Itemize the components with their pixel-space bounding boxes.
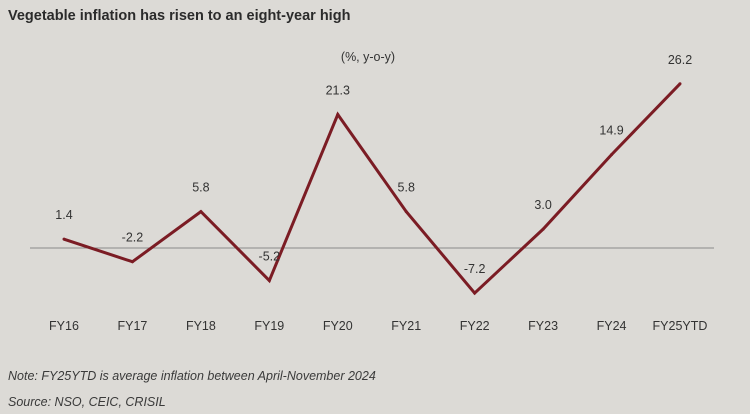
data-point <box>62 237 66 241</box>
x-tick-label: FY19 <box>254 319 284 333</box>
x-tick-label: FY24 <box>597 319 627 333</box>
x-tick-label: FY22 <box>460 319 490 333</box>
chart-title: Vegetable inflation has risen to an eigh… <box>8 8 351 24</box>
data-label: -5.2 <box>259 250 281 264</box>
unit-label: (%, y-o-y) <box>341 50 395 64</box>
x-tick-label: FY21 <box>391 319 421 333</box>
chart-note: Note: FY25YTD is average inflation betwe… <box>8 369 376 383</box>
data-point <box>199 210 203 214</box>
data-point <box>541 227 545 231</box>
data-point <box>130 260 134 264</box>
series-line <box>63 82 682 296</box>
data-point <box>336 113 340 117</box>
x-tick-label: FY16 <box>49 319 79 333</box>
data-point <box>678 82 682 86</box>
x-tick-label: FY18 <box>186 319 216 333</box>
data-point <box>404 210 408 214</box>
x-tick-label: FY25YTD <box>653 319 708 333</box>
data-point <box>610 153 614 157</box>
x-axis-ticks: FY16 FY17 FY18 FY19 FY20 FY21 FY22 FY23 FY24 FY25… <box>49 319 707 333</box>
data-point <box>267 279 271 283</box>
data-label: 3.0 <box>534 198 551 212</box>
x-tick-label: FY23 <box>528 319 558 333</box>
data-labels: 1.4 -2.2 5.8 -5.2 21.3 5.8 -7.2 3.0 14.9 26.2 <box>55 53 692 276</box>
data-label: -2.2 <box>122 231 144 245</box>
data-label: 14.9 <box>599 124 623 138</box>
data-label: 5.8 <box>398 181 415 195</box>
data-label: 1.4 <box>55 208 72 222</box>
data-label: -7.2 <box>464 262 486 276</box>
chart-source: Source: NSO, CEIC, CRISIL <box>8 395 166 409</box>
series-layer <box>62 82 682 296</box>
data-label: 21.3 <box>326 84 350 98</box>
data-label: 26.2 <box>668 53 692 67</box>
data-point <box>473 291 477 295</box>
x-tick-label: FY17 <box>117 319 147 333</box>
x-tick-label: FY20 <box>323 319 353 333</box>
data-label: 5.8 <box>192 181 209 195</box>
